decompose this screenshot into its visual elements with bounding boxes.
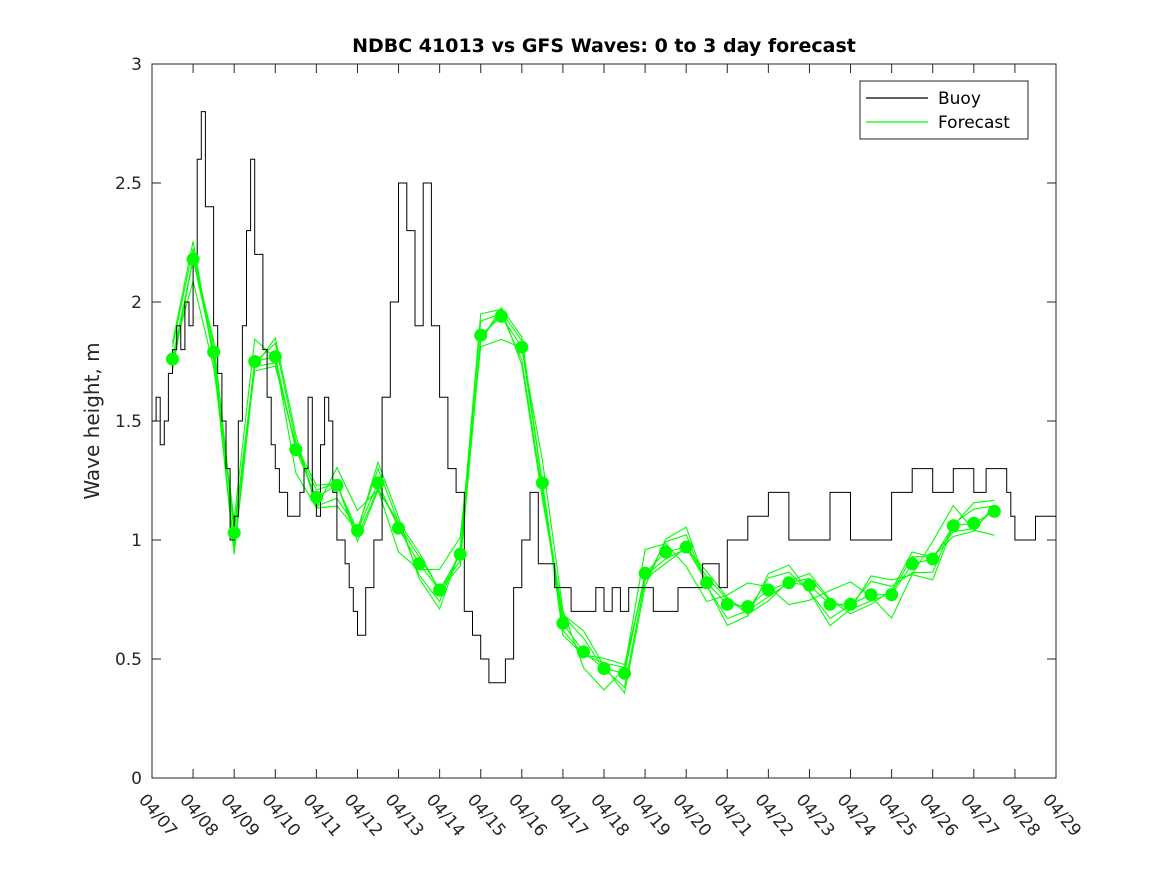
- y-tick-label: 0: [131, 769, 142, 789]
- x-tick-label: 04/07: [134, 790, 181, 840]
- forecast-point: [309, 490, 323, 504]
- forecast-point: [535, 476, 549, 490]
- forecast-point: [412, 557, 426, 571]
- forecast-point: [967, 516, 981, 530]
- x-tick-label: 04/21: [709, 790, 756, 840]
- forecast-point: [207, 345, 221, 359]
- x-tick-label: 04/16: [504, 790, 551, 840]
- forecast-point: [926, 552, 940, 566]
- forecast-point: [803, 578, 816, 592]
- forecast-point: [330, 478, 344, 492]
- forecast-point: [823, 597, 837, 611]
- forecast-point: [371, 476, 385, 490]
- x-tick-label: 04/28: [997, 790, 1044, 840]
- forecast-point: [597, 662, 611, 675]
- x-tick-label: 04/10: [257, 790, 304, 840]
- y-tick-label: 2: [131, 293, 142, 313]
- forecast-point: [351, 524, 364, 537]
- buoy-line-group: [152, 111, 1056, 684]
- x-tick-label: 04/29: [1038, 790, 1085, 840]
- x-tick-label: 04/09: [216, 790, 263, 840]
- x-tick-label: 04/20: [668, 790, 715, 840]
- legend-box: [859, 80, 1029, 140]
- y-tick-label: 0.5: [115, 650, 142, 670]
- forecast-point: [248, 355, 262, 368]
- y-tick-label: 2.5: [115, 174, 142, 194]
- x-tick-label: 04/11: [299, 790, 346, 840]
- x-tick-label: 04/23: [792, 790, 839, 840]
- y-axis-label: Wave height, m: [80, 342, 104, 499]
- legend-forecast-label: Forecast: [938, 113, 1010, 133]
- forecast-point: [700, 576, 714, 590]
- x-tick-label: 04/13: [381, 790, 428, 840]
- x-tick-label: 04/14: [422, 790, 469, 840]
- x-tick-label: 04/19: [627, 790, 674, 840]
- y-axis-ticks: 0 0.5 1 1.5 2 2.5 3: [115, 55, 1056, 789]
- x-tick-label: 04/24: [833, 790, 880, 840]
- x-tick-label: 04/12: [340, 790, 387, 840]
- x-tick-label: 04/26: [915, 790, 962, 840]
- forecast-point: [946, 519, 960, 533]
- forecast-point: [494, 309, 508, 323]
- forecast-point: [392, 521, 405, 535]
- forecast-point: [166, 352, 179, 366]
- forecast-point: [227, 526, 241, 540]
- forecast-point: [864, 588, 878, 602]
- forecast-point: [186, 252, 200, 266]
- x-tick-label: 04/18: [586, 790, 633, 840]
- y-tick-label: 1.5: [115, 412, 142, 432]
- forecast-line: [171, 241, 995, 695]
- forecast-point: [618, 666, 631, 680]
- forecast-point: [515, 340, 529, 354]
- forecast-point: [905, 557, 919, 571]
- y-tick-label: 3: [131, 55, 142, 75]
- forecast-point: [844, 597, 857, 611]
- x-tick-label: 04/08: [175, 790, 222, 840]
- forecast-point: [987, 504, 1001, 518]
- forecast-point: [638, 566, 652, 580]
- forecast-point: [289, 443, 303, 457]
- forecast-point: [720, 597, 734, 611]
- forecast-point: [453, 547, 467, 561]
- chart-legend: Buoy Forecast: [859, 80, 1029, 140]
- forecast-point: [885, 588, 899, 602]
- forecast-markers: [166, 252, 1001, 680]
- legend-buoy-label: Buoy: [938, 89, 981, 109]
- forecast-point: [556, 616, 570, 630]
- forecast-point: [741, 600, 755, 614]
- x-tick-label: 04/17: [545, 790, 592, 840]
- forecast-point: [474, 328, 488, 342]
- forecast-point: [782, 576, 796, 590]
- forecast-point: [679, 540, 693, 554]
- x-tick-label: 04/22: [751, 790, 798, 840]
- forecast-point: [577, 645, 590, 659]
- forecast-point: [659, 545, 673, 559]
- x-tick-label: 04/27: [956, 790, 1003, 840]
- plot-area: [151, 63, 1057, 779]
- forecast-point: [433, 583, 447, 597]
- forecast-point: [761, 583, 775, 597]
- chart-title: NDBC 41013 vs GFS Waves: 0 to 3 day fore…: [352, 35, 856, 57]
- buoy-line: [152, 111, 1056, 684]
- forecast-line: [171, 280, 995, 691]
- x-tick-label: 04/25: [874, 790, 921, 840]
- y-tick-label: 1: [131, 531, 142, 551]
- x-tick-label: 04/15: [463, 790, 510, 840]
- forecast-point: [268, 350, 282, 364]
